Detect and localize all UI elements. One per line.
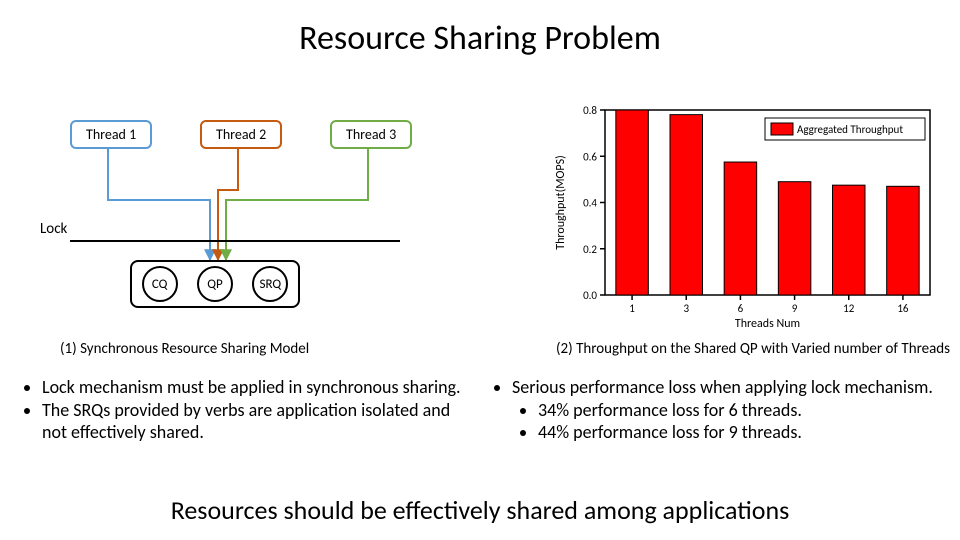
lock-line: [70, 240, 400, 242]
slide-title: Resource Sharing Problem: [0, 18, 960, 59]
svg-text:12: 12: [843, 302, 855, 315]
diagram-caption: (1) Synchronous Resource Sharing Model: [60, 340, 309, 358]
bullet-right-sub-0: 34% performance loss for 6 threads.: [538, 399, 950, 422]
svg-text:Aggregated Throughput: Aggregated Throughput: [797, 123, 903, 136]
lock-label: Lock: [40, 220, 67, 238]
resource-diagram: Thread 1Thread 2Thread 3 Lock CQ QP SRQ: [40, 120, 460, 350]
res-qp: QP: [197, 266, 233, 302]
bullet-left-0: Lock mechanism must be applied in synchr…: [42, 376, 470, 399]
svg-text:0.4: 0.4: [583, 197, 597, 210]
bullets-right: Serious performance loss when applying l…: [490, 376, 950, 444]
throughput-chart: 0.0 0.2 0.4 0.6 0.8 1 3 6 9 12 16 Threads Num Throug…: [550, 100, 940, 330]
bullet-right-top-text: Serious performance loss when applying l…: [512, 376, 933, 398]
bullet-left-1: The SRQs provided by verbs are applicati…: [42, 399, 470, 444]
svg-text:0.6: 0.6: [583, 150, 597, 163]
bullets-left: Lock mechanism must be applied in synchr…: [20, 376, 470, 444]
svg-text:0.8: 0.8: [583, 104, 597, 117]
svg-text:6: 6: [738, 302, 744, 315]
bullet-right-top: Serious performance loss when applying l…: [512, 376, 950, 444]
svg-text:9: 9: [792, 302, 798, 315]
conclusion-text: Resources should be effectively shared a…: [171, 494, 790, 526]
chart-caption: (2) Throughput on the Shared QP with Var…: [556, 340, 950, 358]
svg-text:16: 16: [897, 302, 909, 315]
bullet-right-sub-1: 44% performance loss for 9 threads.: [538, 421, 950, 444]
svg-text:3: 3: [683, 302, 689, 315]
svg-text:Threads Num: Threads Num: [735, 317, 800, 330]
resource-box: CQ QP SRQ: [130, 260, 300, 308]
slide-title-text: Resource Sharing Problem: [299, 18, 661, 59]
svg-text:1: 1: [629, 302, 635, 315]
res-cq: CQ: [142, 266, 178, 302]
svg-text:0.2: 0.2: [583, 243, 597, 256]
svg-text:Throughput(MOPS): Throughput(MOPS): [554, 155, 568, 250]
conclusion: Resources should be effectively shared a…: [0, 494, 960, 526]
svg-text:0.0: 0.0: [583, 289, 597, 302]
res-srq: SRQ: [252, 266, 288, 302]
